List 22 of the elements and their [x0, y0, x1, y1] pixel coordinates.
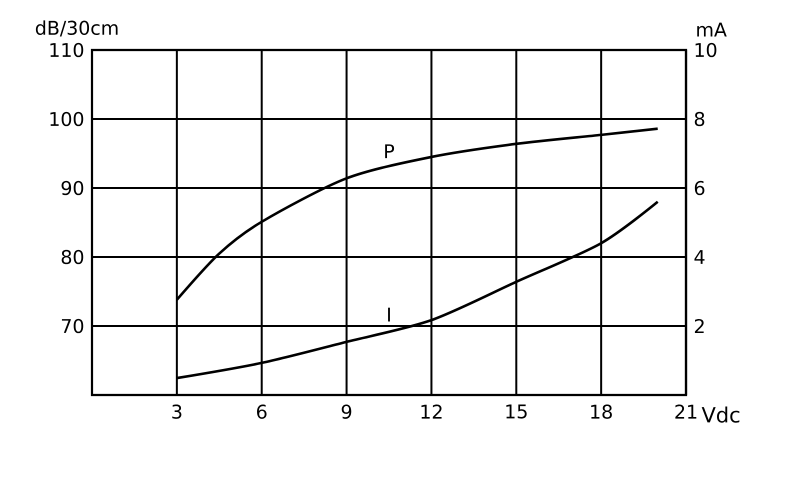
- y-axis-title: dB/30cm: [36, 20, 118, 36]
- y2-axis-title: mA: [697, 22, 727, 36]
- y2-tick-label: 6: [694, 180, 704, 196]
- x-tick-label: 21: [675, 404, 696, 419]
- x-axis-title: Vdc: [702, 406, 740, 423]
- y-tick-label: 90: [62, 180, 84, 196]
- y2-tick-label: 8: [694, 112, 704, 126]
- y2-tick-label: 4: [694, 250, 704, 264]
- y-tick-label: 100: [50, 112, 84, 126]
- y-tick-label: 110: [50, 42, 84, 58]
- y2-tick-label: 10: [696, 42, 716, 58]
- x-tick-label: 9: [342, 404, 352, 419]
- x-tick-label: 6: [257, 404, 267, 419]
- x-tick-label: 12: [421, 404, 442, 419]
- x-tick-label: 18: [591, 404, 612, 419]
- y2-tick-label: 2: [694, 318, 704, 334]
- y-tick-label: 80: [62, 250, 84, 264]
- series-label: I: [388, 308, 390, 322]
- x-tick-label: 15: [506, 404, 527, 419]
- y-tick-label: 70: [62, 318, 84, 334]
- series-label: P: [385, 144, 394, 158]
- x-tick-label: 3: [172, 404, 182, 419]
